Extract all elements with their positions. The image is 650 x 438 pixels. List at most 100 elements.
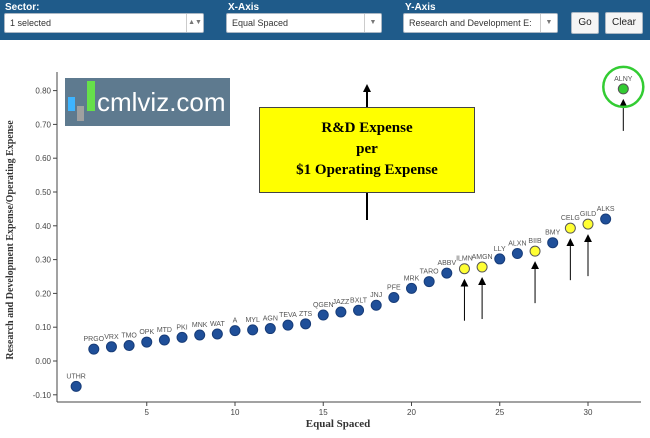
point-label: JAZZ xyxy=(333,299,350,306)
y-tick-label: 0.10 xyxy=(35,323,51,332)
data-point xyxy=(600,213,612,225)
data-point xyxy=(423,276,435,288)
data-point xyxy=(458,263,470,275)
callout-line-2: per xyxy=(356,141,378,157)
point-label: WAT xyxy=(210,321,225,328)
data-point xyxy=(335,306,347,318)
filter-toolbar: Sector: 1 selected ▲▼ X-Axis Equal Space… xyxy=(0,0,650,40)
sector-select-value: 1 selected xyxy=(10,18,52,28)
data-point xyxy=(494,253,506,265)
data-point xyxy=(70,380,82,392)
point-label: ABBV xyxy=(437,260,456,267)
y-tick-label: 0.30 xyxy=(35,256,51,265)
cmlviz-logo: cmlviz.com xyxy=(65,78,230,126)
data-point xyxy=(105,341,117,353)
point-label: TMO xyxy=(121,332,137,339)
x-tick-label: 20 xyxy=(407,408,416,417)
point-label: BMY xyxy=(545,230,561,237)
y-tick-label: 0.70 xyxy=(35,120,51,129)
point-label: BIIB xyxy=(528,238,542,245)
point-label: ILMN xyxy=(456,256,473,263)
xaxis-select-value: Equal Spaced xyxy=(232,18,289,28)
data-point xyxy=(406,282,417,294)
yaxis-label: Y-Axis xyxy=(405,2,436,13)
point-label: AGN xyxy=(263,316,278,323)
point-label: LLY xyxy=(494,246,506,253)
y-tick-label: 0.60 xyxy=(35,154,51,163)
y-tick-label: 0.00 xyxy=(35,357,51,366)
data-point xyxy=(229,325,241,337)
point-label: TARO xyxy=(420,269,439,276)
y-axis-title: Research and Development Expense/Operati… xyxy=(5,120,16,360)
bar-logo-icon xyxy=(68,81,95,121)
xaxis-label: X-Axis xyxy=(228,2,260,13)
yaxis-select[interactable]: Research and Development E: ▼ xyxy=(403,13,558,33)
point-label: JNJ xyxy=(370,292,382,299)
point-label: MYL xyxy=(245,317,260,324)
data-point xyxy=(300,318,312,330)
point-label: ALNY xyxy=(614,76,633,83)
callout-box: R&D Expense per $1 Operating Expense xyxy=(259,107,475,193)
point-label: VRX xyxy=(104,334,119,341)
point-label: GILD xyxy=(580,211,596,218)
y-tick-label: 0.80 xyxy=(35,87,51,96)
point-label: TEVA xyxy=(279,312,297,319)
clear-button[interactable]: Clear xyxy=(605,12,643,34)
x-tick-label: 30 xyxy=(584,408,593,417)
data-point xyxy=(617,83,629,95)
point-label: MNK xyxy=(192,322,208,329)
data-point xyxy=(158,334,170,346)
point-label: A xyxy=(233,318,238,325)
data-point xyxy=(582,218,594,230)
x-tick-label: 10 xyxy=(231,408,240,417)
y-tick-label: 0.20 xyxy=(35,289,51,298)
point-label: ALKS xyxy=(597,206,615,213)
data-point xyxy=(264,323,276,335)
point-label: MTD xyxy=(157,327,172,334)
sector-select[interactable]: 1 selected ▲▼ xyxy=(4,13,204,33)
data-point xyxy=(211,328,223,340)
annotation-arrows xyxy=(363,84,628,321)
y-tick-label: 0.40 xyxy=(35,222,51,231)
point-label: UTHR xyxy=(66,373,85,380)
x-tick-label: 25 xyxy=(495,408,504,417)
y-tick-label: 0.50 xyxy=(35,188,51,197)
data-point xyxy=(511,248,523,260)
data-point xyxy=(88,343,100,355)
callout-line-3: $1 Operating Expense xyxy=(296,162,438,178)
data-point xyxy=(317,309,329,321)
point-label: OPK xyxy=(139,329,154,336)
chevron-updown-icon: ▲▼ xyxy=(186,14,203,32)
logo-text: cmlviz.com xyxy=(97,87,226,117)
point-labels: UTHR PRGO VRX TMO OPK MTD PKI MNK WAT A MYL AGN TEVA… xyxy=(66,76,632,380)
data-point xyxy=(123,339,135,351)
data-point xyxy=(441,267,453,279)
point-label: AMGN xyxy=(472,254,493,261)
point-label: PKI xyxy=(176,324,187,331)
data-point xyxy=(564,222,576,234)
data-point xyxy=(353,304,365,316)
data-point xyxy=(476,261,488,273)
xaxis-select[interactable]: Equal Spaced ▼ xyxy=(226,13,382,33)
data-point xyxy=(547,237,559,249)
data-point xyxy=(247,324,259,336)
data-point xyxy=(370,299,382,311)
callout-line-1: R&D Expense xyxy=(321,120,413,136)
go-button[interactable]: Go xyxy=(571,12,599,34)
point-label: BXLT xyxy=(350,297,368,304)
tick-labels: -0.10 0.00 0.10 0.20 0.30 0.40 0.50 0.60 0.70 0.8… xyxy=(33,87,593,417)
data-point xyxy=(176,331,188,343)
point-label: PFE xyxy=(387,284,401,291)
chevron-down-icon: ▼ xyxy=(364,14,381,32)
x-tick-label: 5 xyxy=(145,408,150,417)
point-label: ZTS xyxy=(299,311,313,318)
yaxis-select-value: Research and Development E: xyxy=(409,18,532,28)
data-point xyxy=(282,319,294,331)
point-label: CELG xyxy=(561,215,580,222)
chevron-down-icon: ▼ xyxy=(540,14,557,32)
point-label: PRGO xyxy=(83,336,104,343)
x-tick-label: 15 xyxy=(319,408,328,417)
data-point xyxy=(141,336,153,348)
data-point xyxy=(529,245,541,257)
data-point xyxy=(388,291,400,303)
